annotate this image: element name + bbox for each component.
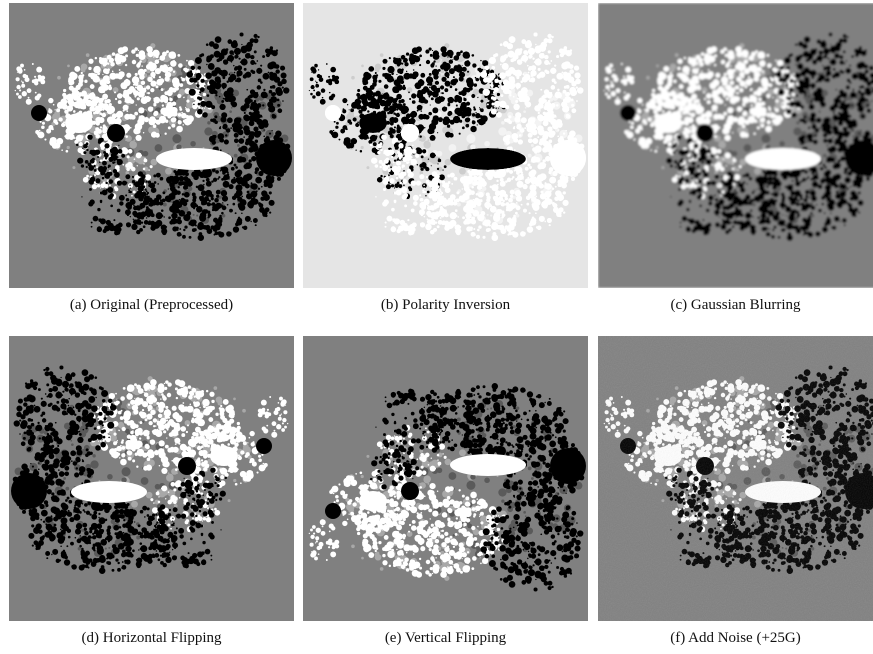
magnetogram bbox=[598, 336, 873, 621]
magnetogram bbox=[303, 3, 588, 288]
caption: (f) Add Noise (+25G) bbox=[670, 630, 801, 646]
panel: (b) Polarity Inversion bbox=[303, 3, 588, 314]
caption: (a) Original (Preprocessed) bbox=[69, 297, 234, 313]
magnetogram bbox=[9, 336, 294, 621]
caption: (e) Vertical Flipping bbox=[384, 630, 507, 646]
magnetogram bbox=[9, 3, 294, 288]
caption: (d) Horizontal Flipping bbox=[81, 630, 222, 646]
panel: (d) Horizontal Flipping bbox=[9, 336, 294, 647]
caption: (b) Polarity Inversion bbox=[380, 297, 511, 313]
panel: (f) Add Noise (+25G) bbox=[598, 336, 873, 647]
magnetogram bbox=[303, 336, 588, 621]
panel: (a) Original (Preprocessed) bbox=[9, 3, 294, 314]
panel: (c) Gaussian Blurring bbox=[598, 3, 873, 314]
panel: (e) Vertical Flipping bbox=[303, 336, 588, 647]
magnetogram bbox=[598, 3, 873, 288]
caption: (c) Gaussian Blurring bbox=[670, 297, 801, 313]
